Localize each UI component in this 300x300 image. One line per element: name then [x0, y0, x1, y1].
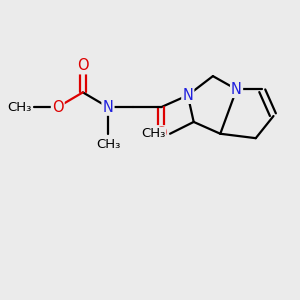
Text: CH₃: CH₃	[96, 138, 120, 151]
Text: CH₃: CH₃	[7, 100, 31, 114]
Text: O: O	[52, 100, 64, 115]
Text: CH₃: CH₃	[141, 127, 166, 140]
Text: N: N	[182, 88, 193, 103]
Text: N: N	[231, 82, 242, 97]
Text: N: N	[103, 100, 113, 115]
Text: O: O	[155, 126, 167, 141]
Text: O: O	[77, 58, 89, 73]
